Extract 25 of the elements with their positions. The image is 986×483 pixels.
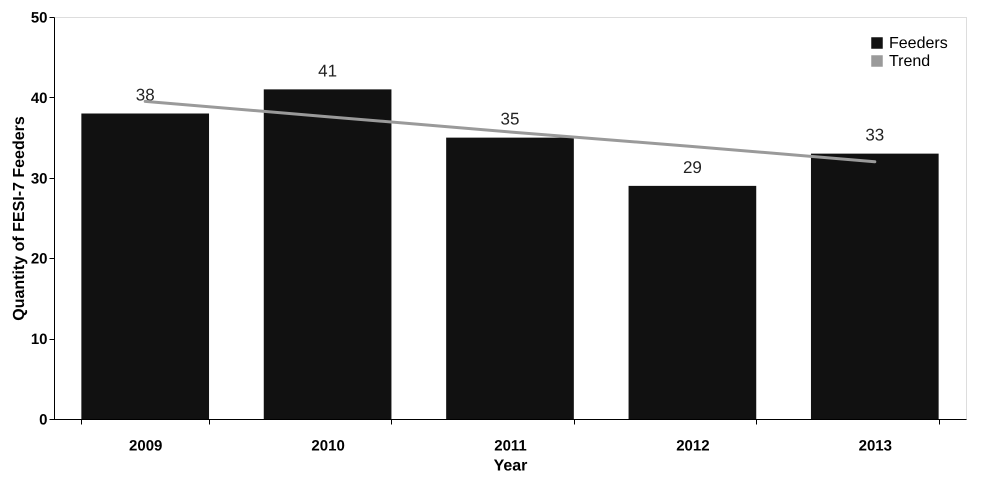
bar xyxy=(810,154,939,419)
y-axis-title: Quantity of FESI-7 Feeders xyxy=(10,116,28,321)
bar xyxy=(264,89,392,419)
y-tick-label: 30 xyxy=(30,170,48,188)
x-tick-label: 2011 xyxy=(494,438,527,454)
x-tick-label: 2012 xyxy=(676,438,710,454)
x-tick-label: 2009 xyxy=(129,438,162,454)
bar xyxy=(446,138,574,419)
data-label: 35 xyxy=(500,110,520,129)
x-axis-title: Year xyxy=(494,458,528,474)
y-tick-label: 10 xyxy=(30,331,48,348)
data-label: 29 xyxy=(682,158,702,177)
bar xyxy=(81,113,210,419)
x-tick-label: 2013 xyxy=(858,438,892,454)
y-tick-label: 50 xyxy=(30,10,48,26)
data-label: 33 xyxy=(865,126,884,145)
legend-label: Trend xyxy=(889,53,930,70)
data-label: 38 xyxy=(136,85,155,104)
y-tick-label: 20 xyxy=(30,250,48,268)
x-tick-label: 2010 xyxy=(311,438,345,454)
bar xyxy=(628,186,756,419)
y-tick-label: 0 xyxy=(39,412,48,428)
data-label: 41 xyxy=(318,61,338,80)
legend-label: Feeders xyxy=(889,35,948,52)
y-tick-label: 40 xyxy=(30,90,48,107)
